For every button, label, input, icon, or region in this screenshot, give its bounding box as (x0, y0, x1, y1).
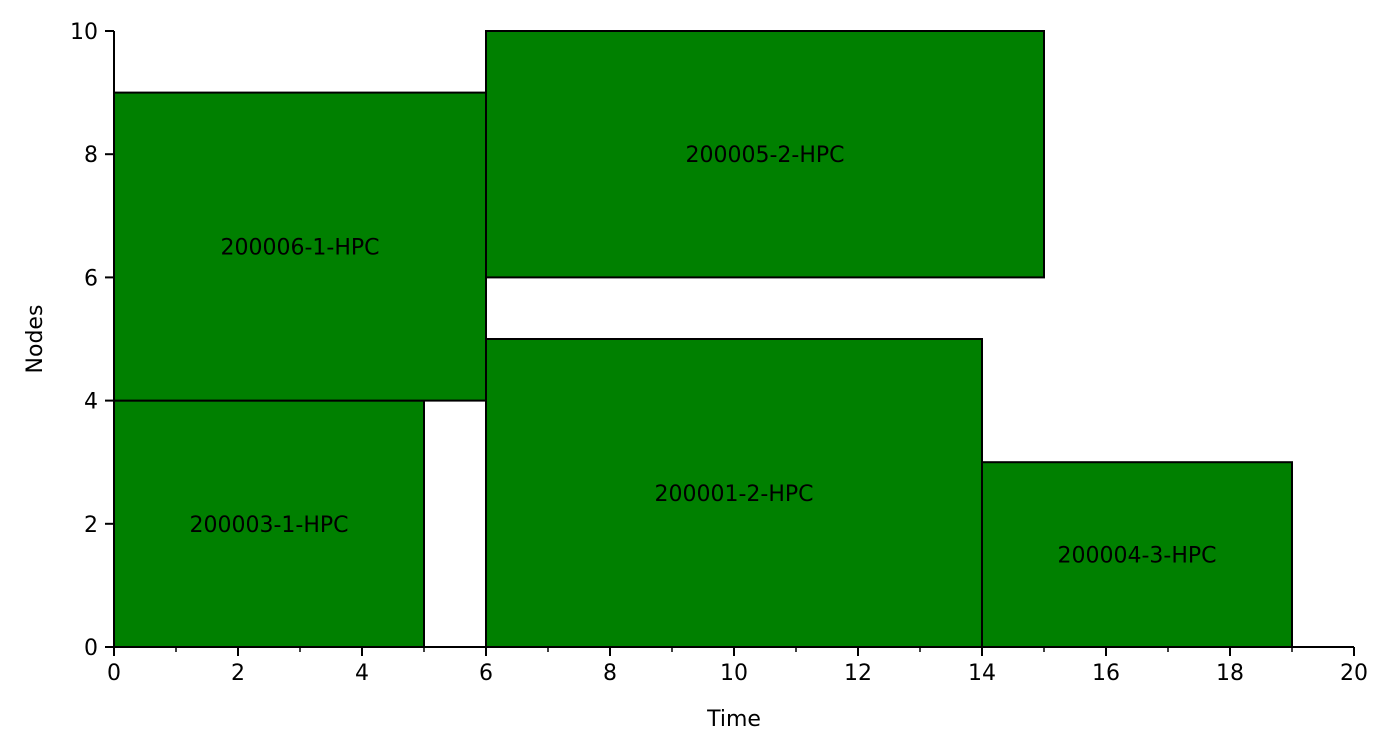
y-tick-label: 10 (70, 20, 98, 45)
job-bar (485, 338, 983, 648)
y-tick-label: 2 (84, 513, 98, 538)
y-tick-label: 6 (84, 266, 98, 291)
axes: 0 2 4 6 8 10 12 14 16 18 20 0 2 4 6 8 10 (70, 20, 1368, 686)
x-tick-label: 12 (844, 661, 872, 686)
job-bars: 200003-1-HPC 200006-1-HPC 200005-2-HPC 2000… (113, 30, 1293, 649)
x-tick-label: 18 (1216, 661, 1244, 686)
x-tick-label: 4 (355, 661, 369, 686)
x-tick-label: 8 (603, 661, 617, 686)
x-ticks: 0 2 4 6 8 10 12 14 16 18 20 (107, 647, 1368, 686)
x-axis-label: Time (706, 707, 761, 732)
y-ticks: 0 2 4 6 8 10 (70, 20, 114, 661)
x-tick-label: 20 (1340, 661, 1368, 686)
job-bar (113, 399, 425, 648)
job-label: 200001-2-HPC (654, 482, 813, 507)
x-tick-label: 0 (107, 661, 121, 686)
x-tick-label: 14 (968, 661, 996, 686)
x-tick-label: 2 (231, 661, 245, 686)
x-tick-label: 10 (720, 661, 748, 686)
x-tick-label: 6 (479, 661, 493, 686)
job-bar (113, 91, 487, 402)
y-tick-label: 0 (84, 636, 98, 661)
job-label: 200003-1-HPC (189, 513, 348, 538)
y-axis-label: Nodes (23, 305, 48, 374)
x-tick-label: 16 (1092, 661, 1120, 686)
job-label: 200005-2-HPC (685, 143, 844, 168)
job-bar (981, 461, 1293, 649)
job-label: 200006-1-HPC (220, 236, 379, 261)
y-tick-label: 8 (84, 143, 98, 168)
y-tick-label: 4 (84, 390, 98, 415)
job-label: 200004-3-HPC (1057, 544, 1216, 569)
job-bar (485, 30, 1045, 279)
